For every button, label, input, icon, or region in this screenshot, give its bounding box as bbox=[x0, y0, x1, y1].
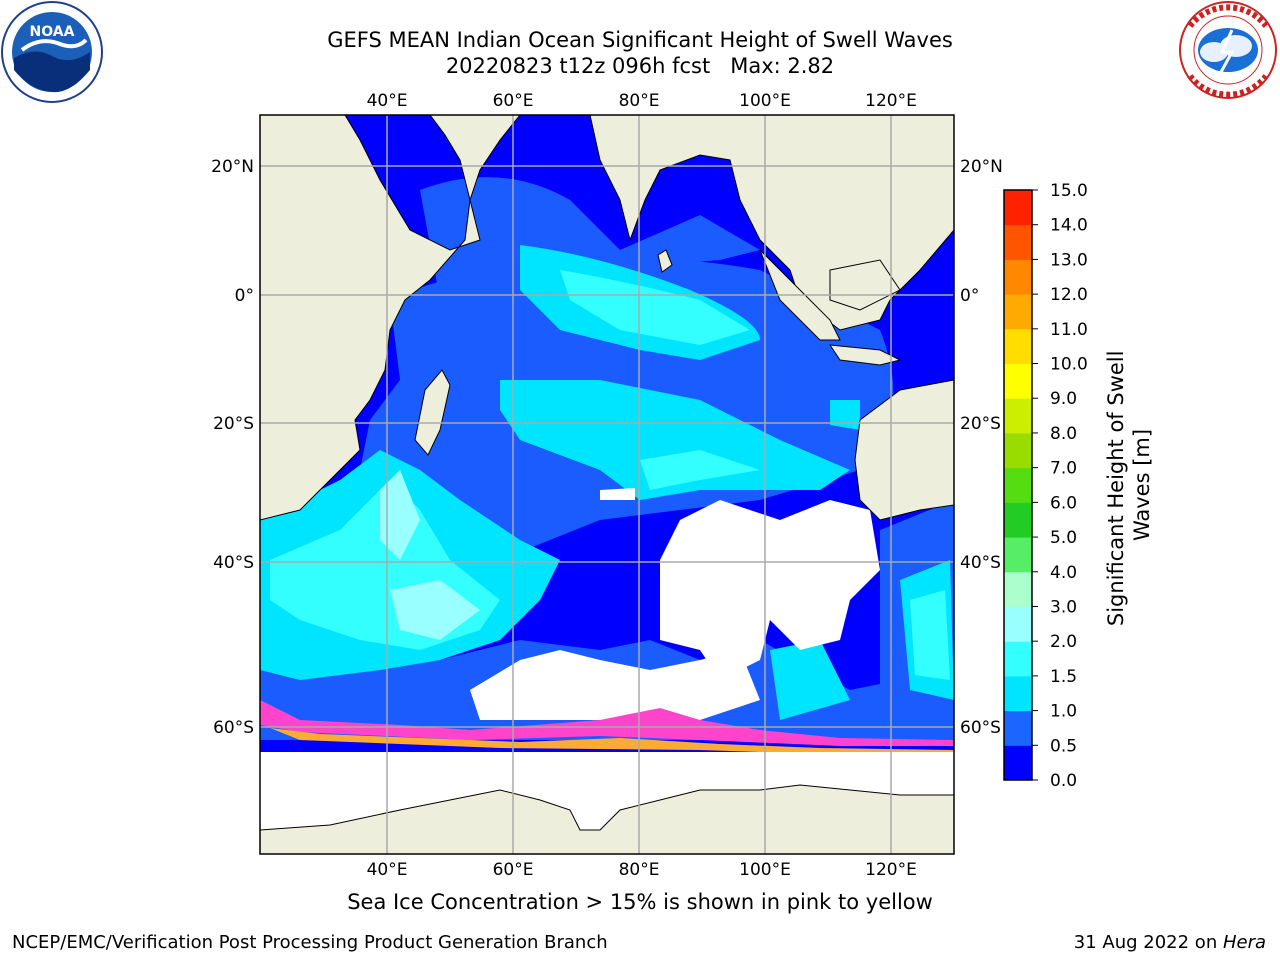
ice-patch bbox=[600, 488, 635, 500]
lat-label-right: 20°S bbox=[960, 414, 1001, 434]
colorbar-segment bbox=[1004, 745, 1032, 781]
ice-region-south bbox=[470, 650, 760, 720]
title-line-2: 20220823 t12z 096h fcst Max: 2.82 bbox=[445, 54, 835, 78]
lat-label-left: 0° bbox=[235, 286, 254, 306]
left-lat-labels: 20°N 0° 20°S 40°S 60°S bbox=[211, 157, 254, 738]
colorbar-title: Significant Height of Swell Waves [m] bbox=[1104, 344, 1154, 626]
lat-label-right: 20°N bbox=[960, 157, 1003, 177]
colorbar-segment bbox=[1004, 294, 1032, 330]
colorbar-tick-label: 9.0 bbox=[1050, 389, 1077, 409]
map-frame bbox=[259, 114, 955, 855]
colorbar-frame bbox=[1003, 189, 1033, 781]
colorbar-segment bbox=[1004, 363, 1032, 399]
colorbar-tick-label: 7.0 bbox=[1050, 459, 1077, 479]
lon-label-bottom: 120°E bbox=[865, 860, 917, 880]
land-antarctica bbox=[260, 784, 954, 854]
lat-label-left: 40°S bbox=[213, 553, 254, 573]
lon-label-top: 60°E bbox=[493, 91, 534, 111]
colorbar-tick-label: 2.0 bbox=[1050, 632, 1077, 652]
swell-band-0-5-north bbox=[420, 177, 760, 300]
swell-band-1-0-south bbox=[770, 640, 850, 720]
colorbar-tick-label: 0.0 bbox=[1050, 771, 1077, 791]
noaa-logo-text: NOAA bbox=[30, 24, 75, 40]
colorbar-tick-label: 1.0 bbox=[1050, 702, 1077, 722]
land-madagascar bbox=[414, 369, 451, 456]
lat-label-right: 0° bbox=[960, 286, 979, 306]
lat-label-left: 20°N bbox=[211, 157, 254, 177]
colorbar-tick-label: 10.0 bbox=[1050, 355, 1088, 375]
colorbar-segment bbox=[1004, 398, 1032, 434]
colorbar-tick-label: 3.0 bbox=[1050, 597, 1077, 617]
colorbar-segment bbox=[1004, 710, 1032, 746]
colorbar-tick-label: 15.0 bbox=[1050, 181, 1088, 201]
colorbar-tick-label: 0.5 bbox=[1050, 736, 1077, 756]
colorbar-tick-label: 6.0 bbox=[1050, 493, 1077, 513]
lon-label-bottom: 40°E bbox=[367, 860, 408, 880]
lon-label-bottom: 100°E bbox=[739, 860, 791, 880]
map-area bbox=[260, 115, 954, 854]
colorbar-tick-label: 4.0 bbox=[1050, 563, 1077, 583]
title-line-1: GEFS MEAN Indian Ocean Significant Heigh… bbox=[327, 28, 953, 52]
colorbar-tick-label: 5.0 bbox=[1050, 528, 1077, 548]
colorbar-segment bbox=[1004, 502, 1032, 538]
footer-date: 31 Aug 2022 on Hera bbox=[1073, 932, 1266, 953]
colorbar-segment bbox=[1004, 224, 1032, 260]
colorbar-segment bbox=[1004, 571, 1032, 607]
footer-credit: NCEP/EMC/Verification Post Processing Pr… bbox=[12, 932, 608, 953]
sea-ice-caption: Sea Ice Concentration > 15% is shown in … bbox=[347, 890, 933, 914]
lon-label-top: 120°E bbox=[865, 91, 917, 111]
land-australia bbox=[854, 379, 954, 521]
colorbar-tick-label: 8.0 bbox=[1050, 424, 1077, 444]
map-grid bbox=[260, 115, 954, 854]
lon-label-bottom: 60°E bbox=[493, 860, 534, 880]
colorbar-segment bbox=[1004, 328, 1032, 365]
colorbar-segment bbox=[1004, 190, 1032, 226]
top-lon-labels: 40°E 60°E 80°E 100°E 120°E bbox=[367, 91, 917, 111]
colorbar-tick-label: 14.0 bbox=[1050, 216, 1088, 236]
lon-label-top: 80°E bbox=[619, 91, 660, 111]
colorbar: 0.0 0.5 1.0 1.5 2.0 3.0 4.0 5.0 6.0 7.0 8.0 9.0 10.0… bbox=[1003, 181, 1088, 791]
chart-title: GEFS MEAN Indian Ocean Significant Heigh… bbox=[0, 27, 1280, 79]
lon-label-top: 40°E bbox=[367, 91, 408, 111]
swell-band-1-0-central bbox=[500, 380, 850, 500]
ice-region-central bbox=[660, 500, 880, 680]
colorbar-tick-label: 13.0 bbox=[1050, 250, 1088, 270]
lat-label-left: 60°S bbox=[213, 718, 254, 738]
land-africa bbox=[260, 115, 521, 521]
right-lat-labels: 20°N 0° 20°S 40°S 60°S bbox=[960, 157, 1003, 738]
bottom-lon-labels: 40°E 60°E 80°E 100°E 120°E bbox=[367, 860, 917, 880]
lon-label-top: 100°E bbox=[739, 91, 791, 111]
colorbar-segment bbox=[1004, 675, 1032, 712]
colorbar-tick-label: 1.5 bbox=[1050, 667, 1077, 687]
colorbar-segment bbox=[1004, 641, 1032, 677]
colorbar-segment bbox=[1004, 537, 1032, 573]
colorbar-segment bbox=[1004, 432, 1032, 469]
colorbar-segment bbox=[1004, 467, 1032, 503]
noaa-logo: NOAA bbox=[1, 1, 103, 103]
colorbar-tick-label: 11.0 bbox=[1050, 320, 1088, 340]
swell-band-2-0 bbox=[380, 470, 420, 560]
colorbar-segment bbox=[1004, 606, 1032, 642]
colorbar-tick-label: 12.0 bbox=[1050, 285, 1088, 305]
sea-ice-edge bbox=[260, 700, 954, 746]
lon-label-bottom: 80°E bbox=[619, 860, 660, 880]
land-java bbox=[828, 344, 902, 366]
lat-label-right: 60°S bbox=[960, 718, 1001, 738]
lat-label-right: 40°S bbox=[960, 553, 1001, 573]
sea-ice-edge-outer bbox=[270, 728, 954, 754]
colorbar-segment bbox=[1004, 259, 1032, 295]
lat-label-left: 20°S bbox=[213, 414, 254, 434]
nws-logo bbox=[1179, 1, 1277, 99]
